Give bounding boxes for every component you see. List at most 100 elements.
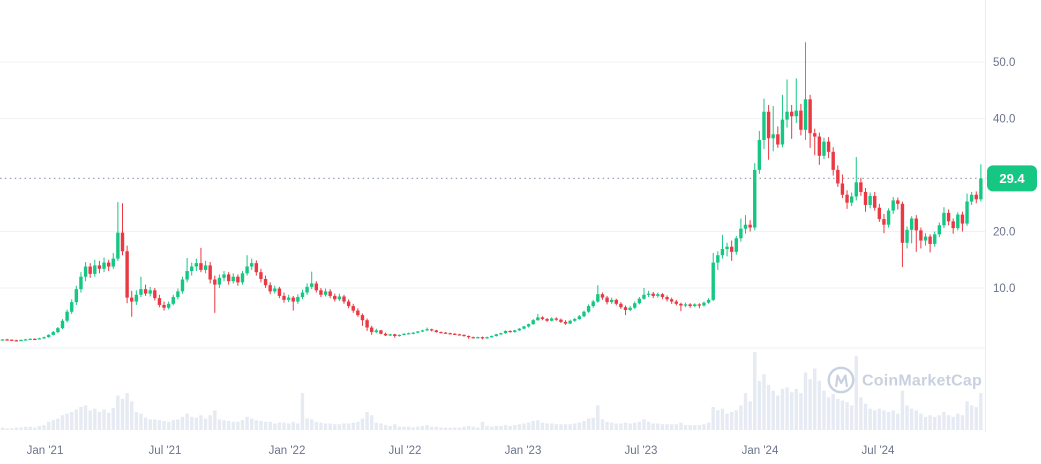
- candle[interactable]: [259, 268, 263, 283]
- candle[interactable]: [526, 323, 531, 328]
- candle[interactable]: [148, 286, 152, 297]
- candle[interactable]: [586, 304, 591, 313]
- candle[interactable]: [448, 332, 452, 335]
- candle[interactable]: [430, 328, 434, 332]
- candle[interactable]: [946, 209, 951, 226]
- candle[interactable]: [420, 329, 425, 333]
- candle[interactable]: [351, 303, 355, 313]
- candle[interactable]: [254, 260, 259, 276]
- candle[interactable]: [886, 208, 891, 228]
- candle[interactable]: [891, 197, 895, 214]
- candle[interactable]: [120, 203, 125, 256]
- candle[interactable]: [268, 282, 272, 295]
- candle[interactable]: [849, 192, 854, 207]
- candle[interactable]: [933, 231, 937, 247]
- candle[interactable]: [346, 299, 351, 309]
- candle[interactable]: [905, 226, 909, 249]
- candle[interactable]: [439, 331, 443, 334]
- candle[interactable]: [600, 292, 605, 300]
- candle[interactable]: [471, 336, 475, 339]
- candle[interactable]: [711, 252, 715, 301]
- candle[interactable]: [217, 274, 222, 288]
- candle[interactable]: [836, 165, 840, 187]
- candle[interactable]: [577, 315, 582, 320]
- candle[interactable]: [476, 336, 480, 339]
- candle[interactable]: [273, 285, 277, 294]
- candle[interactable]: [305, 283, 309, 295]
- candle[interactable]: [540, 316, 545, 321]
- candle[interactable]: [956, 212, 960, 231]
- candle[interactable]: [896, 197, 900, 210]
- candle[interactable]: [383, 332, 388, 337]
- candle[interactable]: [840, 174, 845, 199]
- candle[interactable]: [70, 299, 74, 314]
- candle[interactable]: [568, 319, 572, 325]
- candle[interactable]: [748, 220, 752, 232]
- candle[interactable]: [517, 328, 522, 331]
- candle[interactable]: [116, 202, 120, 261]
- candle[interactable]: [10, 339, 14, 341]
- candle[interactable]: [854, 156, 858, 201]
- candle[interactable]: [397, 334, 402, 337]
- candle[interactable]: [780, 94, 785, 148]
- candle[interactable]: [725, 242, 729, 257]
- candle[interactable]: [443, 332, 448, 334]
- candle[interactable]: [757, 130, 762, 174]
- candle[interactable]: [277, 286, 282, 299]
- candle[interactable]: [877, 203, 882, 222]
- candle[interactable]: [702, 301, 706, 307]
- candle[interactable]: [536, 313, 540, 321]
- candle[interactable]: [882, 213, 886, 234]
- candle[interactable]: [153, 288, 157, 301]
- candle[interactable]: [56, 326, 60, 334]
- candle[interactable]: [508, 330, 512, 333]
- candle[interactable]: [753, 163, 757, 231]
- candle[interactable]: [93, 259, 97, 277]
- candle[interactable]: [416, 330, 420, 334]
- candle[interactable]: [642, 288, 646, 300]
- candle[interactable]: [226, 272, 231, 285]
- candle[interactable]: [125, 245, 129, 304]
- candle[interactable]: [199, 247, 203, 273]
- candle[interactable]: [494, 333, 499, 337]
- candle[interactable]: [231, 273, 235, 284]
- candle[interactable]: [937, 222, 942, 238]
- candle[interactable]: [83, 262, 88, 282]
- candle[interactable]: [923, 233, 928, 246]
- candle[interactable]: [296, 294, 300, 304]
- candle[interactable]: [14, 339, 19, 342]
- candle[interactable]: [679, 302, 683, 312]
- candle[interactable]: [51, 330, 55, 336]
- candle[interactable]: [771, 106, 775, 152]
- candle[interactable]: [194, 258, 199, 272]
- candle[interactable]: [286, 294, 291, 303]
- candle[interactable]: [37, 337, 42, 340]
- candle[interactable]: [342, 294, 346, 304]
- candle[interactable]: [928, 234, 932, 253]
- candle[interactable]: [466, 335, 471, 339]
- candle[interactable]: [591, 299, 595, 308]
- candle[interactable]: [674, 299, 678, 306]
- candle[interactable]: [863, 188, 868, 212]
- candle[interactable]: [513, 329, 517, 333]
- candle[interactable]: [563, 320, 568, 325]
- candle[interactable]: [370, 325, 374, 335]
- candle[interactable]: [605, 295, 609, 305]
- candle[interactable]: [162, 301, 166, 311]
- candle[interactable]: [762, 98, 766, 150]
- candle[interactable]: [236, 274, 240, 286]
- candle[interactable]: [609, 297, 614, 304]
- candle[interactable]: [739, 218, 743, 242]
- candle[interactable]: [356, 308, 360, 317]
- candle[interactable]: [637, 297, 642, 305]
- candle[interactable]: [646, 290, 651, 298]
- candle[interactable]: [706, 298, 711, 304]
- candle[interactable]: [909, 216, 914, 244]
- candle[interactable]: [776, 126, 780, 148]
- candle[interactable]: [826, 137, 831, 159]
- candle[interactable]: [485, 336, 489, 339]
- candle[interactable]: [979, 164, 983, 202]
- candle[interactable]: [393, 333, 397, 338]
- candle[interactable]: [799, 103, 803, 136]
- candle[interactable]: [582, 310, 586, 318]
